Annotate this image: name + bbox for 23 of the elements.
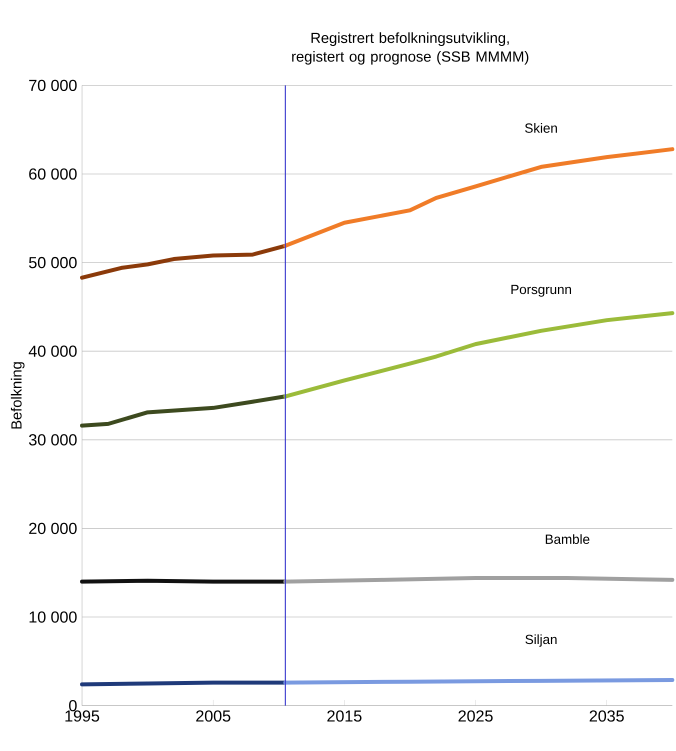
y-tick-label: 20 000 — [29, 522, 77, 534]
text: Skien — [524, 123, 557, 133]
x-tick-label: 2025 — [458, 710, 493, 722]
y-tick-label: 0 — [68, 700, 77, 712]
y-tick-label: 70 000 — [29, 80, 77, 92]
line-series — [283, 311, 674, 398]
y-axis-title: Befolkning — [10, 362, 24, 429]
chart-title: Registrert befolkningsutvikling, registert og prognose (SSB MMMM) — [292, 32, 528, 65]
line-series — [80, 394, 288, 428]
y-tick-label: 10 000 — [29, 611, 77, 623]
y-tick-label: 40 000 — [28, 346, 77, 357]
x-tick-label: 2005 — [196, 710, 230, 722]
text: Siljan — [525, 634, 556, 647]
line-series — [80, 244, 288, 280]
y-tick-label: 60 000 — [29, 168, 77, 180]
x-tick-label: 2035 — [590, 710, 624, 722]
text: Bamble — [546, 534, 590, 544]
y-tick-label: 50 000 — [28, 256, 77, 268]
text: Porsgrunn — [511, 284, 571, 297]
y-tick-label: 30 000 — [28, 434, 77, 446]
line-series — [283, 147, 674, 248]
x-tick-label: 2015 — [327, 710, 362, 722]
x-tick-label: 1995 — [65, 710, 100, 722]
